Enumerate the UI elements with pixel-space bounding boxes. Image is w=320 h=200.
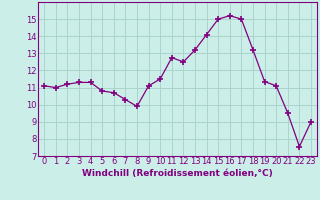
X-axis label: Windchill (Refroidissement éolien,°C): Windchill (Refroidissement éolien,°C) xyxy=(82,169,273,178)
